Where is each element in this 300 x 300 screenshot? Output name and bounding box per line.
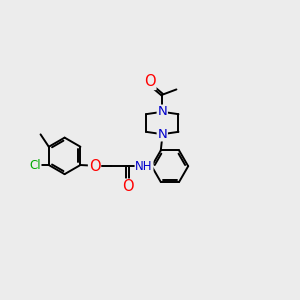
Text: O: O (144, 74, 156, 89)
Text: O: O (122, 179, 133, 194)
Text: N: N (158, 105, 167, 118)
Text: N: N (158, 128, 167, 141)
Text: NH: NH (135, 160, 153, 173)
Text: O: O (89, 159, 100, 174)
Text: Cl: Cl (29, 158, 41, 172)
